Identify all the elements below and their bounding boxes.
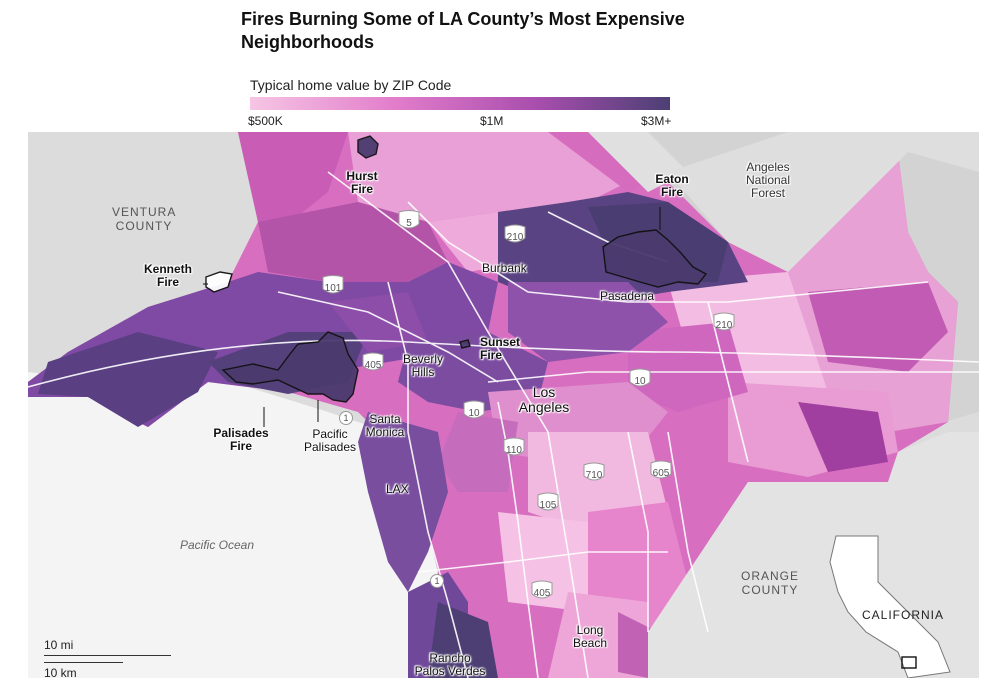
kenneth-fire-label: Kenneth Fire: [144, 262, 192, 289]
map-canvas: [28, 132, 979, 678]
scale-km-label: 10 km: [44, 666, 77, 680]
highway-shield-210: 210: [504, 224, 526, 246]
legend-tick-500k: $500K: [248, 114, 283, 128]
palisades-fire-perimeter: [221, 331, 359, 403]
map-area: 5 210 101 405 210 10 10 1 110 710 605: [28, 132, 979, 678]
highway-shield-405-south: 405: [531, 580, 553, 602]
eaton-fire-perimeter: [602, 229, 708, 288]
highway-shield-1-south: 1: [430, 574, 444, 588]
highway-shield-710: 710: [583, 462, 605, 484]
legend-title: Typical home value by ZIP Code: [250, 77, 452, 93]
scale-bar-miles: [44, 655, 171, 656]
scale-miles-label: 10 mi: [44, 638, 74, 652]
highway-shield-10-west: 10: [463, 400, 485, 422]
highway-shield-10-east: 10: [629, 368, 651, 390]
ventura-county-label: VENTURA COUNTY: [112, 205, 177, 233]
highway-shield-605: 605: [650, 460, 672, 482]
orange-county-label: ORANGE COUNTY: [740, 569, 799, 597]
lax-label: LAX: [386, 482, 409, 496]
legend-tick-3m: $3M+: [641, 114, 672, 128]
kenneth-fire-perimeter: [205, 271, 233, 293]
pacific-palisades-label: Pacific Palisades: [303, 427, 357, 454]
hurst-fire-label: Hurst Fire: [346, 169, 378, 196]
map-title: Fires Burning Some of LA County’s Most E…: [241, 9, 685, 52]
legend-color-bar: [250, 97, 670, 110]
inset-locator-box: [901, 656, 917, 669]
santa-monica-label: Santa Monica: [365, 412, 405, 439]
burbank-label: Burbank: [482, 261, 527, 275]
rancho-palos-verdes-label: Rancho Palos Verdes: [414, 651, 486, 678]
beverly-hills-label: Beverly Hills: [402, 352, 443, 379]
legend-tick-1m: $1M: [480, 114, 504, 128]
scale-bar-km: [44, 662, 123, 663]
sunset-fire-label: Sunset Fire: [480, 335, 521, 362]
highway-shield-405: 405: [362, 352, 384, 374]
pasadena-label: Pasadena: [600, 289, 655, 303]
eaton-fire-label: Eaton Fire: [655, 172, 689, 199]
hurst-fire-perimeter: [357, 135, 379, 159]
long-beach-label: Long Beach: [572, 623, 608, 650]
highway-shield-5: 5: [398, 210, 420, 232]
highway-shield-105: 105: [537, 492, 559, 514]
palisades-fire-label: Palisades Fire: [213, 426, 269, 453]
sunset-fire-perimeter: [459, 339, 471, 349]
highway-shield-1-north: 1: [339, 411, 353, 425]
highway-shield-210-east: 210: [713, 312, 735, 334]
pacific-ocean-label: Pacific Ocean: [180, 538, 255, 552]
angeles-nf-label: Angeles National Forest: [745, 160, 791, 200]
los-angeles-label: Los Angeles: [518, 384, 570, 415]
highway-shield-101: 101: [322, 275, 344, 297]
california-label: CALIFORNIA: [862, 608, 945, 622]
highway-shield-110: 110: [503, 437, 525, 459]
california-inset: [829, 535, 951, 678]
